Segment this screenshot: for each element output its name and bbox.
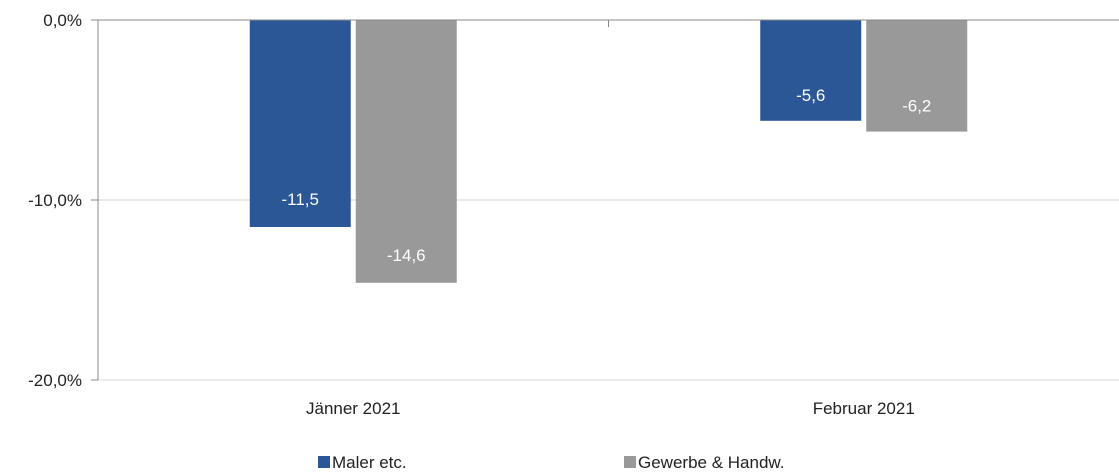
data-label-0-1: -5,6 xyxy=(796,86,825,105)
labels: 0,0% -10,0% -20,0% -11,5 -5,6 -14,6 -6,2 Jänner… xyxy=(28,11,931,418)
data-label-0-0: -11,5 xyxy=(282,190,320,209)
x-category-label-0: Jänner 2021 xyxy=(306,399,401,418)
bar-1-1 xyxy=(866,20,968,132)
bars xyxy=(249,20,968,283)
bar-0-0 xyxy=(249,20,351,227)
data-label-1-0: -14,6 xyxy=(387,246,426,265)
y-tick-label-1: -10,0% xyxy=(28,191,82,210)
legend-label-1: Gewerbe & Handw. xyxy=(638,453,784,472)
axes xyxy=(91,19,1119,381)
x-category-label-1: Februar 2021 xyxy=(813,399,915,418)
bar-0-1 xyxy=(760,20,862,121)
legend-label-0: Maler etc. xyxy=(332,453,407,472)
legend-swatch-1 xyxy=(624,456,636,468)
data-label-1-1: -6,2 xyxy=(902,97,931,116)
legend-swatch-0 xyxy=(318,456,330,468)
y-tick-label-2: -20,0% xyxy=(28,371,82,390)
bar-1-0 xyxy=(355,20,457,283)
legend: Maler etc. Gewerbe & Handw. xyxy=(318,453,784,472)
y-tick-label-0: 0,0% xyxy=(43,11,82,30)
